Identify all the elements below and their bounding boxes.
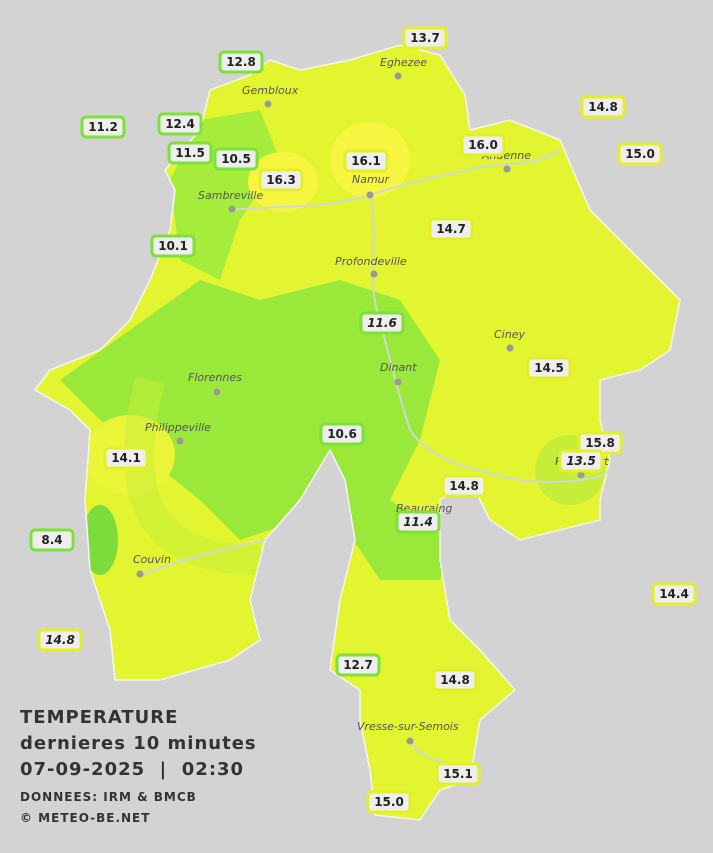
- station-value: 10.6: [327, 427, 357, 441]
- station-value: 12.4: [165, 117, 195, 131]
- city-label: Namur: [352, 173, 391, 186]
- station-value: 16.3: [266, 173, 296, 187]
- station-box: [395, 510, 441, 534]
- station-box: [29, 528, 75, 552]
- station-box: [319, 422, 365, 446]
- legend-copyright: © METEO-BE.NET: [20, 811, 150, 825]
- legend-source: DONNEES: IRM & BMCB: [20, 790, 197, 804]
- legend-datetime: 07-09-2025 | 02:30: [20, 759, 244, 780]
- city-label: Eghezee: [380, 56, 427, 69]
- city-label: Florennes: [188, 371, 242, 384]
- station-value: 12.7: [343, 658, 373, 672]
- station-value: 15.0: [625, 147, 655, 161]
- station-box: [80, 115, 126, 139]
- city-label: Dinant: [380, 361, 417, 374]
- city-label: Vresse-sur-Semois: [357, 720, 459, 733]
- station-value: 14.8: [588, 100, 618, 114]
- station-value: 14.1: [111, 451, 141, 465]
- station-value: 15.1: [443, 767, 473, 781]
- station-box: [558, 449, 604, 473]
- station-box: [218, 50, 264, 74]
- legend-title: TEMPERATURE: [20, 707, 178, 728]
- station-box: [213, 147, 259, 171]
- city-dot: [577, 471, 585, 479]
- station-value: 11.4: [403, 515, 433, 529]
- station-value: 14.5: [534, 361, 564, 375]
- station-box: [441, 474, 487, 498]
- city-dot: [406, 737, 414, 745]
- city-label: Philippeville: [145, 421, 211, 434]
- rivers: [139, 149, 611, 771]
- city-dot: [394, 72, 402, 80]
- city-label: Profondeville: [335, 255, 407, 268]
- station-value: 14.8: [45, 633, 75, 647]
- station-value: 14.7: [436, 222, 466, 236]
- station-value: 13.5: [566, 454, 596, 468]
- station-box: [432, 668, 478, 692]
- city-dot: [213, 388, 221, 396]
- city-dot: [176, 437, 184, 445]
- city-dot: [264, 100, 272, 108]
- city-dot: [394, 378, 402, 386]
- station-box: [157, 112, 203, 136]
- station-value: 14.8: [449, 479, 479, 493]
- station-value: 10.5: [221, 152, 251, 166]
- station-box: [617, 142, 663, 166]
- station-box: [258, 168, 304, 192]
- station-value: 11.6: [367, 316, 397, 330]
- station-box: [580, 95, 626, 119]
- station-box: [343, 149, 389, 173]
- station-value: 10.1: [158, 239, 188, 253]
- city-dot: [506, 344, 514, 352]
- station-box: [167, 141, 213, 165]
- station-value: 13.7: [410, 31, 440, 45]
- station-value: 14.4: [659, 587, 689, 601]
- station-value: 11.2: [88, 120, 118, 134]
- city-dot: [370, 270, 378, 278]
- station-value: 16.0: [468, 138, 498, 152]
- station-value: 16.1: [351, 154, 381, 168]
- station-box: [428, 217, 474, 241]
- station-box: [335, 653, 381, 677]
- station-value: 14.8: [440, 673, 470, 687]
- station-box: [103, 446, 149, 470]
- station-box: [526, 356, 572, 380]
- station-box: [37, 628, 83, 652]
- legend-subtitle: dernieres 10 minutes: [20, 733, 257, 754]
- city-label: Ciney: [494, 328, 525, 341]
- station-box: [651, 582, 697, 606]
- station-box: [435, 762, 481, 786]
- legend: TEMPERATURE dernieres 10 minutes 07-09-2…: [20, 707, 257, 825]
- city-label: Couvin: [133, 553, 171, 566]
- city-label: Sambreville: [198, 189, 263, 202]
- city-dot: [503, 165, 511, 173]
- station-value: 15.8: [585, 436, 615, 450]
- station-box: [150, 234, 196, 258]
- station-value: 11.5: [175, 146, 205, 160]
- station-box: [359, 311, 405, 335]
- station-value: 12.8: [226, 55, 256, 69]
- station-box: [460, 133, 506, 157]
- city-dot: [136, 570, 144, 578]
- station-value: 15.0: [374, 795, 404, 809]
- city-dot: [366, 191, 374, 199]
- stations: 13.7 12.8 14.8 11.2 12.4 16.0 15.0 11.5 10.5 16.3…: [29, 26, 697, 814]
- station-box: [402, 26, 448, 50]
- station-box: [366, 790, 412, 814]
- city-label: Gembloux: [242, 84, 299, 97]
- station-value: 8.4: [41, 533, 62, 547]
- city-dot: [228, 205, 236, 213]
